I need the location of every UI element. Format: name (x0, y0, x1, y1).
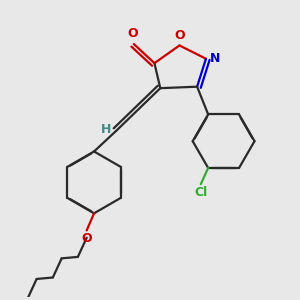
Text: N: N (209, 52, 220, 65)
Text: O: O (174, 29, 185, 42)
Text: O: O (81, 232, 92, 245)
Text: O: O (127, 28, 138, 40)
Text: Cl: Cl (194, 186, 207, 199)
Text: H: H (100, 123, 111, 136)
